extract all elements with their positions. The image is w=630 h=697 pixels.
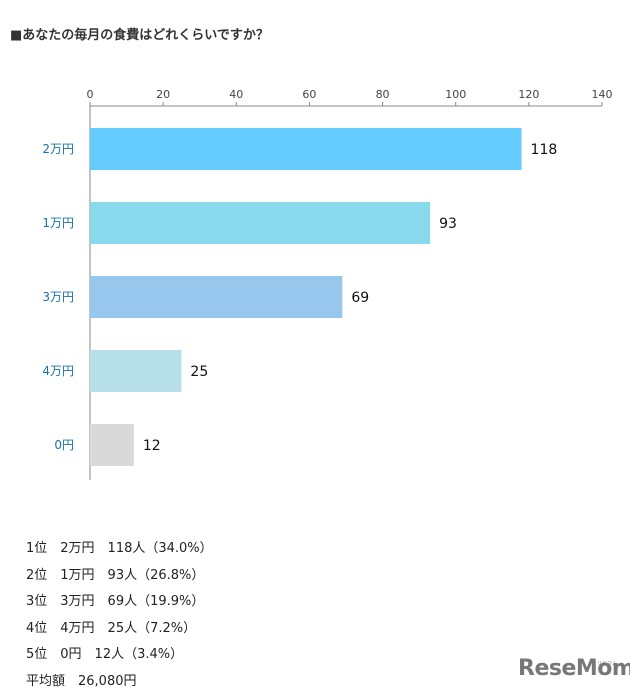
x-tick-label-40: 40 — [229, 88, 243, 101]
x-tick-label-80: 80 — [376, 88, 390, 101]
category-label-1: 2万円 — [42, 142, 74, 156]
x-tick-label-60: 60 — [302, 88, 316, 101]
resemom-logo: ReseMom — [518, 656, 630, 681]
value-label-2: 93 — [439, 216, 457, 232]
value-label-5: 12 — [143, 438, 161, 454]
resemom-logo-sub: リセマム — [597, 661, 618, 667]
summary-row-5: 5位 0円 12人（3.4%） — [26, 647, 184, 662]
chart-title: ■あなたの毎月の食費はどれくらいですか？ — [10, 28, 269, 43]
category-label-4: 4万円 — [42, 364, 74, 378]
summary-row-1: 1位 2万円 118人（34.0%） — [26, 541, 213, 556]
summary-row-3: 3位 3万円 69人（19.9%） — [26, 594, 205, 609]
x-tick-label-140: 140 — [592, 88, 613, 101]
bar-2 — [90, 202, 431, 244]
category-label-2: 1万円 — [42, 216, 74, 230]
x-tick-label-0: 0 — [87, 88, 94, 101]
bar-chart: 0 20 40 60 80 100 120 140 2万円 118 1万円 93 3万円 69 4万円 25… — [42, 88, 613, 480]
summary-row-2: 2位 1万円 93人（26.8%） — [26, 567, 205, 583]
x-tick-label-20: 20 — [156, 88, 170, 101]
category-label-5: 0円 — [54, 438, 74, 452]
summary-list: 1位 2万円 118人（34.0%） 2位 1万円 93人（26.8%） 3位 … — [26, 536, 213, 695]
bar-1 — [90, 128, 522, 170]
category-label-3: 3万円 — [42, 290, 74, 304]
value-label-3: 69 — [351, 290, 369, 306]
x-tick-label-100: 100 — [445, 88, 466, 101]
bar-5 — [90, 424, 134, 466]
x-tick-label-120: 120 — [518, 88, 539, 101]
value-label-4: 25 — [190, 364, 208, 380]
bar-3 — [90, 276, 343, 318]
summary-row-4: 4位 4万円 25人（7.2%） — [26, 620, 197, 636]
value-label-1: 118 — [531, 142, 558, 158]
bar-4 — [90, 350, 182, 392]
summary-average: 平均額 26,080円 — [26, 673, 137, 689]
